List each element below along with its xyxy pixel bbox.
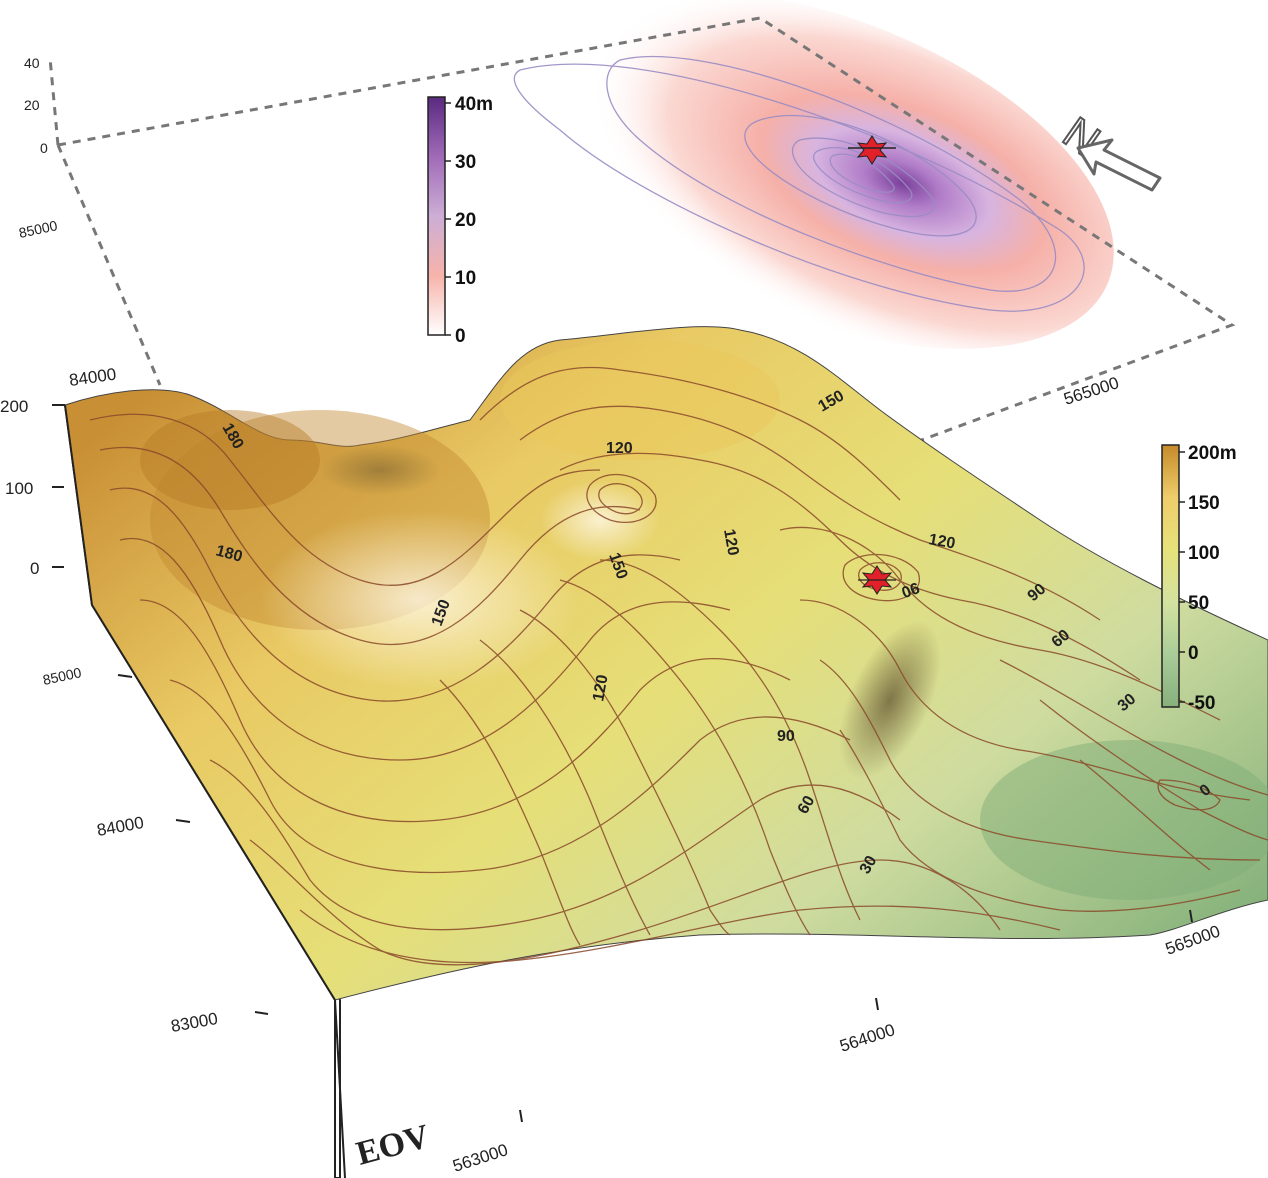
upper-cbar-tick-10: 10 bbox=[455, 268, 476, 289]
contour-label: 120 bbox=[606, 440, 633, 457]
lower-cbar-tick-150: 150 bbox=[1188, 493, 1220, 514]
upper-surface bbox=[513, 0, 1114, 349]
z-tick-200: 200 bbox=[0, 397, 28, 416]
upper-z-tick-40: 40 bbox=[24, 55, 40, 71]
lower-cbar-tick-200: 200m bbox=[1188, 443, 1237, 464]
upper-y-tick-84000: 84000 bbox=[68, 365, 117, 390]
z-tick-0: 0 bbox=[30, 559, 39, 578]
upper-cbar-tick-0: 0 bbox=[455, 326, 466, 347]
contour-label: 90 bbox=[899, 578, 922, 600]
upper-contours bbox=[513, 56, 1085, 312]
lower-cbar-tick-100: 100 bbox=[1188, 543, 1220, 564]
upper-z-tick-0: 0 bbox=[40, 140, 48, 156]
y-tick-85000: 85000 bbox=[41, 664, 83, 688]
contour-label: 90 bbox=[777, 728, 795, 745]
upper-cbar-tick-30: 30 bbox=[455, 152, 476, 173]
lower-terrain bbox=[64, 326, 1268, 1178]
contour-label: 180 bbox=[214, 542, 244, 565]
y-tick-83000: 83000 bbox=[169, 1009, 219, 1036]
lower-contours bbox=[89, 366, 1268, 966]
upper-surface-fill bbox=[546, 0, 1114, 349]
z-tick-100: 100 bbox=[5, 479, 33, 498]
lower-axes bbox=[52, 404, 1193, 1178]
contour-label: 120 bbox=[720, 528, 741, 557]
upper-cbar-tick-20: 20 bbox=[455, 210, 476, 231]
upper-cbar-tick-40: 40m bbox=[455, 94, 493, 115]
x-tick-564000: 564000 bbox=[837, 1020, 897, 1056]
upper-z-tick-20: 20 bbox=[24, 97, 40, 113]
lower-colorbar: 200m 150 100 50 0 -50 bbox=[1161, 443, 1237, 714]
lower-cbar-tick-neg50: -50 bbox=[1188, 693, 1215, 714]
x-tick-563000: 563000 bbox=[450, 1140, 510, 1176]
contour-label: 120 bbox=[927, 531, 956, 552]
lower-star-marker bbox=[858, 565, 896, 595]
y-tick-84000: 84000 bbox=[95, 813, 145, 840]
lower-cbar-tick-50: 50 bbox=[1188, 593, 1209, 614]
upper-star-marker bbox=[848, 135, 896, 165]
contour-label: 120 bbox=[590, 673, 611, 702]
lower-cbar-tick-0: 0 bbox=[1188, 643, 1199, 664]
upper-colorbar: 40m 30 20 10 0 bbox=[427, 94, 493, 347]
contour-label: 60 bbox=[795, 793, 819, 817]
contour-label: 30 bbox=[857, 853, 881, 877]
eov-label: EOV bbox=[352, 1118, 433, 1173]
upper-y-tick-85000: 85000 bbox=[17, 217, 59, 241]
